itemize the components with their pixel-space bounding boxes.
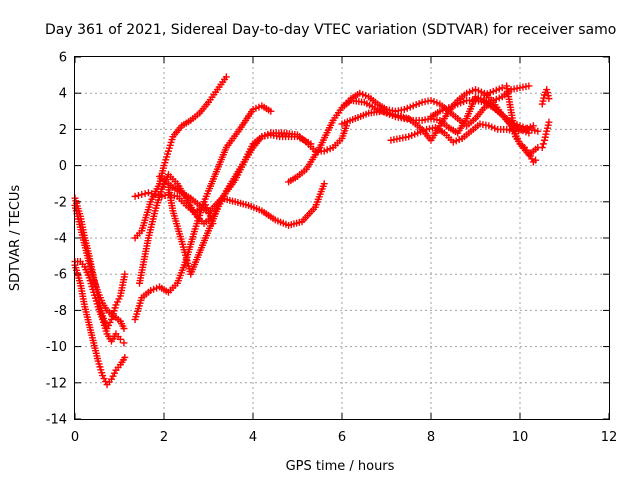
series-arc6 [131,73,230,242]
series-arc3 [71,261,129,389]
data-point [144,189,152,197]
data-point [545,95,553,103]
y-tick-label: 6 [59,51,67,66]
x-tick-label: 4 [249,430,257,445]
series-arc14 [387,120,537,146]
data-point [131,192,139,200]
chart-title: Day 361 of 2021, Sidereal Day-to-day VTE… [45,22,616,38]
data-point [545,118,553,126]
data-point [120,339,128,347]
data-point [134,191,142,199]
data-point [534,127,542,135]
data-point [267,107,275,115]
data-point [538,144,546,151]
data-point [498,84,506,92]
series-arc17 [538,86,553,108]
y-tick-label: 4 [59,87,67,102]
data-point [116,335,124,343]
data-point [529,122,537,130]
series-arc18 [538,118,553,151]
data-point [307,140,315,148]
series-arc10 [164,131,315,278]
grid [75,57,609,419]
y-axis-label: SDTVAR / TECUs [8,185,23,292]
y-tick-label: -14 [46,413,67,428]
x-tick-label: 10 [512,430,529,445]
data-point [539,140,547,148]
y-tick-label: -12 [46,376,67,391]
data-point [121,270,129,278]
x-tick-label: 0 [71,430,79,445]
data-point [121,353,129,361]
y-tick-label: -6 [54,268,67,283]
x-tick-label: 8 [427,430,435,445]
series-arc7 [131,102,275,217]
data-point [525,82,533,90]
y-tick-label: -8 [54,304,67,319]
data-point [320,180,328,188]
y-tick-label: -4 [54,232,67,247]
series-arc16 [480,82,540,166]
x-tick-label: 12 [601,430,618,445]
x-tick-label: 6 [338,430,346,445]
series-arc11 [285,93,533,186]
data-point [532,156,540,164]
y-tick-label: -2 [54,195,67,210]
plot-frame [74,56,610,420]
data-point [148,190,156,198]
x-tick-label: 2 [160,430,168,445]
data-point [141,190,149,198]
y-tick-label: 2 [59,123,67,138]
data-point [138,191,146,199]
data-point [222,73,230,81]
tick-labels: -14 -12 -10 -8 -6 -4 -2 0 2 4 6 0 2 4 6 8 10 12 [46,51,618,446]
series-arc4 [71,201,128,332]
x-axis-label: GPS time / hours [286,459,395,474]
data-point [120,325,128,332]
data-points [71,73,553,389]
y-tick-label: -10 [46,340,67,355]
series-arc2 [71,258,128,347]
y-tick-label: 0 [59,159,67,174]
